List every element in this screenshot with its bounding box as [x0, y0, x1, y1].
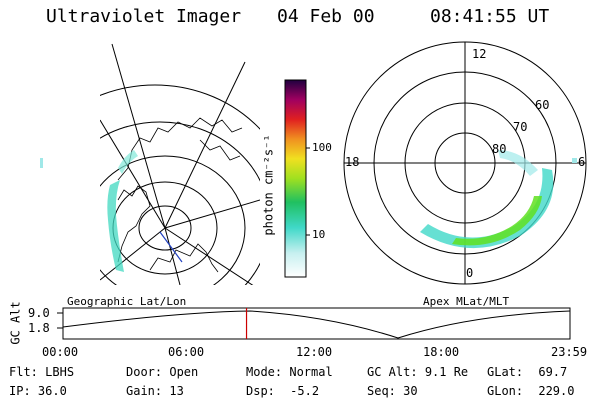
mlt-label-0: 0	[466, 266, 474, 280]
mlt-label-18: 18	[345, 155, 360, 169]
glat-value: 69.7	[538, 365, 568, 379]
altitude-xtick-0600: 06:00	[168, 345, 205, 359]
altitude-xtick-0000: 00:00	[42, 345, 79, 359]
info-seq: Seq: 30	[367, 384, 418, 398]
mlat-label-70: 70	[513, 120, 528, 134]
glon-label: GLon:	[487, 384, 524, 398]
info-gain: Gain: 13	[126, 384, 184, 398]
seq-value: 30	[403, 384, 418, 398]
info-dsp: Dsp: -5.2	[246, 384, 319, 398]
mode-value: Normal	[289, 365, 333, 379]
info-filter: Flt: LBHS	[9, 365, 74, 379]
info-door: Door: Open	[126, 365, 198, 379]
gcalt-label: GC Alt:	[367, 365, 418, 379]
dsp-label: Dsp:	[246, 384, 275, 398]
info-mode: Mode: Normal	[246, 365, 333, 379]
apex-panel-label: Apex MLat/MLT	[423, 295, 510, 308]
colorbar-tick-100: 100	[312, 141, 332, 154]
geographic-panel-label: Geographic Lat/Lon	[67, 295, 187, 308]
glat-label: GLat:	[487, 365, 524, 379]
mlt-label-12: 12	[472, 47, 487, 61]
gcalt-value: 9.1 Re	[424, 365, 469, 379]
altitude-ytick-low: 1.8	[28, 321, 50, 335]
ip-label: IP:	[9, 384, 31, 398]
map-aurora	[40, 150, 138, 272]
instrument-title: Ultraviolet Imager	[46, 6, 242, 27]
altitude-curve	[62, 310, 571, 339]
altitude-xtick-1800: 18:00	[423, 345, 460, 359]
polar-aurora	[420, 150, 577, 249]
time-label: 08:41:55 UT	[430, 6, 550, 27]
seq-label: Seq:	[367, 384, 396, 398]
info-gcalt: GC Alt: 9.1 Re	[367, 365, 468, 379]
mode-label: Mode:	[246, 365, 283, 379]
altitude-xtick-2359: 23:59	[551, 345, 588, 359]
gain-value: 13	[169, 384, 184, 398]
altitude-ytick-high: 9.0	[28, 306, 50, 320]
colorbar-tick-10: 10	[312, 228, 326, 241]
glon-value: 229.0	[538, 384, 575, 398]
door-value: Open	[169, 365, 199, 379]
info-glon: GLon: 229.0	[487, 384, 574, 398]
date-label: 04 Feb 00	[277, 6, 375, 27]
mlt-label-6: 6	[578, 155, 586, 169]
ip-value: 36.0	[37, 384, 67, 398]
door-label: Door:	[126, 365, 163, 379]
altitude-xtick-1200: 12:00	[296, 345, 333, 359]
gain-label: Gain:	[126, 384, 163, 398]
altitude-ylabel: GC Alt	[8, 301, 23, 345]
filter-value: LBHS	[45, 365, 75, 379]
mlat-label-60: 60	[535, 98, 550, 112]
dsp-value: -5.2	[290, 384, 320, 398]
info-glat: GLat: 69.7	[487, 365, 567, 379]
info-ip: IP: 36.0	[9, 384, 67, 398]
filter-label: Flt:	[9, 365, 38, 379]
mlat-label-80: 80	[492, 142, 507, 156]
